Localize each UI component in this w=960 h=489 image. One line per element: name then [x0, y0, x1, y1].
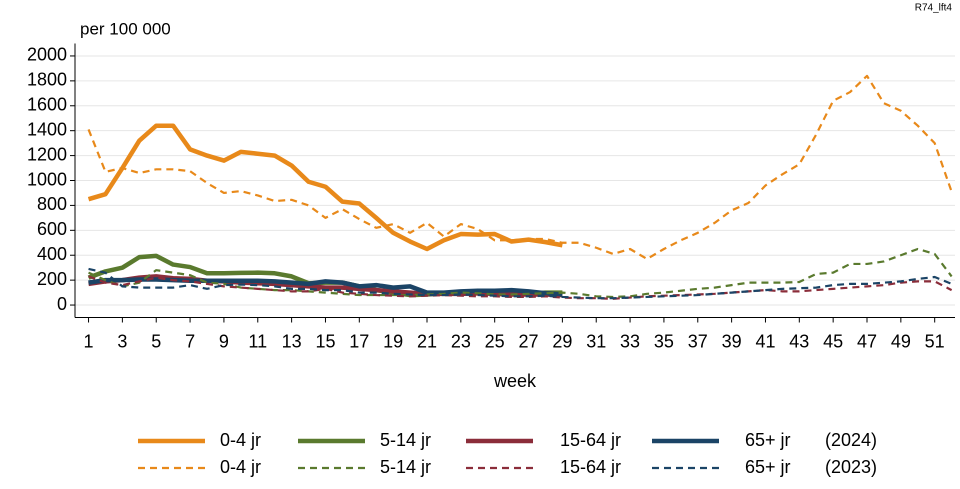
y-tick-label: 200 [37, 269, 67, 289]
x-tick-label: 33 [620, 331, 640, 351]
y-tick-label: 1000 [27, 169, 67, 189]
x-tick-label: 29 [552, 331, 572, 351]
legend-label: 0-4 jr [220, 457, 261, 477]
y-tick-label: 0 [57, 294, 67, 314]
x-tick-label: 13 [282, 331, 302, 351]
series-line [88, 274, 563, 298]
series-line [87, 74, 953, 261]
corner-note: R74_lft4 [915, 3, 953, 14]
y-tick-label: 2000 [27, 45, 67, 65]
x-tick-label: 41 [755, 331, 775, 351]
x-tick-label: 9 [219, 331, 229, 351]
x-tick-label: 3 [117, 331, 127, 351]
legend-label: 65+ jr [745, 430, 791, 450]
x-tick-label: 19 [383, 331, 403, 351]
y-tick-label: 1200 [27, 144, 67, 164]
x-tick-label: 39 [722, 331, 742, 351]
x-tick-label: 49 [891, 331, 911, 351]
legend-year: (2023) [825, 457, 877, 477]
series-line [88, 277, 563, 297]
x-tick-label: 31 [586, 331, 606, 351]
legend-year: (2024) [825, 430, 877, 450]
x-tick-label: 51 [925, 331, 945, 351]
x-axis-label: week [493, 371, 537, 391]
x-tick-label: 23 [451, 331, 471, 351]
x-tick-label: 15 [315, 331, 335, 351]
series-line [88, 267, 953, 300]
y-tick-label: 1400 [27, 119, 67, 139]
x-tick-label: 21 [417, 331, 437, 351]
legend-label: 65+ jr [745, 457, 791, 477]
y-tick-label: 600 [37, 219, 67, 239]
y-tick-label: 800 [37, 194, 67, 214]
x-tick-label: 25 [485, 331, 505, 351]
y-axis-label: per 100 000 [80, 19, 171, 38]
legend-label: 15-64 jr [560, 457, 621, 477]
legend-label: 0-4 jr [220, 430, 261, 450]
legend-label: 15-64 jr [560, 430, 621, 450]
x-tick-label: 43 [789, 331, 809, 351]
legend-label: 5-14 jr [380, 430, 431, 450]
x-tick-label: 1 [84, 331, 94, 351]
y-tick-label: 400 [37, 244, 67, 264]
series-line [87, 123, 563, 252]
x-tick-label: 27 [519, 331, 539, 351]
x-tick-label: 5 [151, 331, 161, 351]
x-tick-label: 37 [688, 331, 708, 351]
x-tick-label: 11 [248, 331, 267, 351]
y-tick-label: 1800 [27, 70, 67, 90]
x-tick-label: 45 [823, 331, 843, 351]
y-tick-label: 1600 [27, 95, 67, 115]
x-tick-label: 7 [185, 331, 195, 351]
x-tick-label: 47 [857, 331, 877, 351]
x-tick-label: 17 [349, 331, 369, 351]
legend-label: 5-14 jr [380, 457, 431, 477]
x-tick-label: 35 [654, 331, 674, 351]
